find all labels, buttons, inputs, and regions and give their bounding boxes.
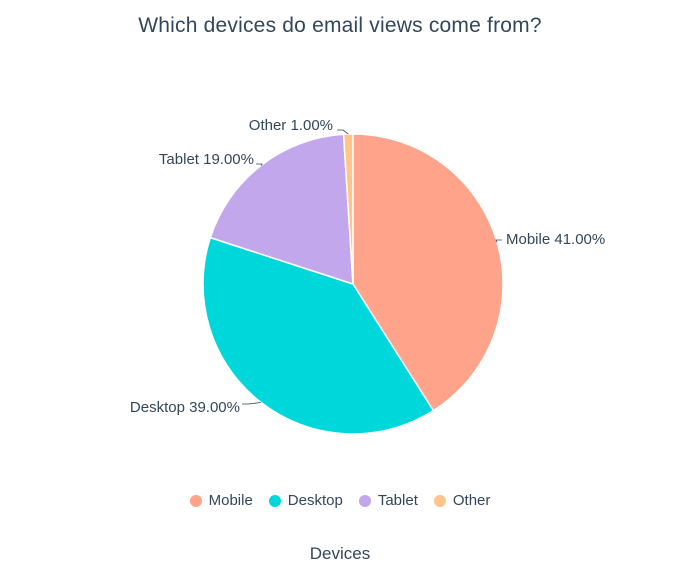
legend-dot-icon [433, 494, 446, 507]
legend-label: Other [452, 492, 491, 509]
legend-dot-icon [358, 494, 371, 507]
legend-item-other[interactable]: Other [433, 492, 491, 509]
x-axis-title: Devices [309, 544, 371, 563]
pie-labels: Mobile 41.00% Desktop 39.00% Tablet 19.00%… [130, 117, 605, 416]
data-label-mobile: Mobile 41.00% [506, 231, 605, 248]
legend-dot-icon [189, 494, 202, 507]
legend-dot-icon [268, 494, 281, 507]
pie-slices [202, 133, 504, 435]
label-connector-other [337, 129, 349, 135]
pie-slice-desktop[interactable] [202, 236, 435, 435]
legend-label: Tablet [377, 492, 418, 509]
label-connector-mobile [495, 239, 502, 243]
data-label-desktop: Desktop 39.00% [130, 399, 240, 416]
legend-item-tablet[interactable]: Tablet [358, 492, 418, 509]
legend-label: Mobile [208, 492, 253, 509]
legend-label: Desktop [287, 492, 343, 509]
data-label-other: Other 1.00% [249, 117, 333, 134]
legend: Mobile Desktop Tablet Other [0, 492, 680, 509]
data-label-tablet: Tablet 19.00% [159, 151, 254, 168]
label-connector-desktop [242, 402, 262, 405]
label-connector-tablet [256, 163, 263, 166]
legend-item-desktop[interactable]: Desktop [268, 492, 343, 509]
legend-item-mobile[interactable]: Mobile [189, 492, 253, 509]
chart-title: Which devices do email views come from? [138, 14, 542, 37]
